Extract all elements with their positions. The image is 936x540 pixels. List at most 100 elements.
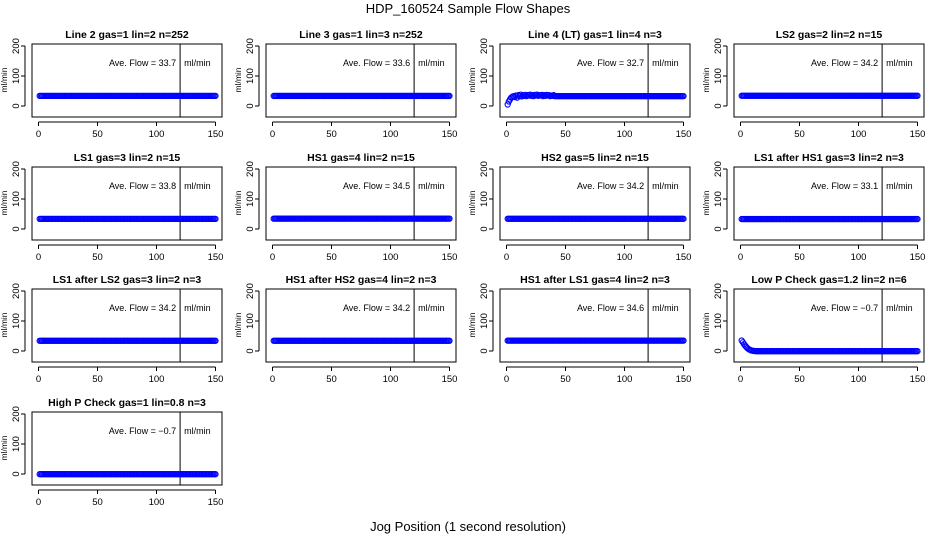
panel-title: Line 4 (LT) gas=1 lin=4 n=3 — [528, 29, 662, 41]
x-tick-label: 50 — [560, 252, 571, 263]
panel-5: LS1 gas=3 lin=2 n=15 0 100 200 ml/min 0 50 100 1… — [0, 152, 223, 263]
y-axis-label: ml/min — [233, 312, 243, 337]
panel-1: Line 2 gas=1 lin=2 n=252 0 100 200 ml/min 0 50… — [0, 29, 223, 140]
ave-flow-annotation: Ave. Flow = 34.2 — [811, 58, 878, 68]
y-tick-label: 200 — [245, 38, 256, 54]
ave-flow-annotation: Ave. Flow = 34.2 — [109, 303, 176, 313]
x-tick-label: 0 — [270, 252, 275, 263]
plot-box — [265, 43, 457, 118]
y-tick-label: 0 — [245, 348, 256, 353]
panel-12: Low P Check gas=1.2 lin=2 n=6 0 100 200 ml/m… — [701, 274, 925, 385]
ave-flow-annotation: Ave. Flow = 34.5 — [343, 181, 410, 191]
plot-box — [499, 43, 691, 118]
panel-9: LS1 after LS2 gas=3 lin=2 n=3 0 100 200 ml/m… — [0, 274, 223, 385]
x-tick-label: 150 — [676, 129, 692, 140]
data-point — [680, 92, 687, 100]
y-axis-label: ml/min — [467, 67, 477, 92]
x-tick-label: 150 — [208, 374, 224, 385]
x-tick-label: 150 — [208, 497, 224, 508]
plot-box — [733, 43, 925, 118]
y-tick-label: 100 — [245, 68, 256, 84]
y-tick-label: 200 — [479, 283, 490, 299]
ave-flow-unit: ml/min — [652, 58, 679, 68]
x-tick-label: 0 — [504, 252, 509, 263]
x-tick-label: 50 — [92, 374, 103, 385]
plot-box — [499, 288, 691, 363]
x-tick-label: 50 — [92, 497, 103, 508]
y-tick-label: 100 — [11, 191, 22, 207]
ave-flow-unit: ml/min — [184, 426, 211, 436]
data-point — [680, 215, 687, 222]
y-tick-label: 0 — [245, 226, 256, 231]
ave-flow-annotation: Ave. Flow = −0.7 — [109, 426, 176, 436]
panel-3: Line 4 (LT) gas=1 lin=4 n=3 0 100 200 ml/min… — [467, 29, 691, 140]
data-point — [914, 92, 921, 99]
panel-title: HS2 gas=5 lin=2 n=15 — [541, 152, 649, 164]
ave-flow-unit: ml/min — [184, 181, 211, 191]
plot-box — [733, 288, 925, 363]
x-tick-label: 150 — [208, 252, 224, 263]
y-tick-label: 0 — [479, 103, 490, 108]
x-tick-label: 100 — [149, 497, 165, 508]
x-tick-label: 100 — [617, 252, 633, 263]
ave-flow-annotation: Ave. Flow = 33.6 — [343, 58, 410, 68]
x-tick-label: 0 — [504, 129, 509, 140]
y-tick-label: 100 — [11, 68, 22, 84]
plot-box — [31, 288, 223, 363]
ave-flow-annotation: Ave. Flow = 33.1 — [811, 181, 878, 191]
y-axis-label: ml/min — [0, 435, 9, 460]
ave-flow-unit: ml/min — [418, 181, 445, 191]
data-point — [914, 215, 921, 223]
y-axis-label: ml/min — [233, 67, 243, 92]
x-tick-label: 50 — [794, 374, 805, 385]
ave-flow-annotation: Ave. Flow = 32.7 — [577, 58, 644, 68]
ave-flow-annotation: Ave. Flow = 34.6 — [577, 303, 644, 313]
x-tick-label: 0 — [36, 252, 41, 263]
data-point — [212, 215, 219, 223]
y-tick-label: 0 — [11, 348, 22, 353]
data-point — [504, 101, 511, 108]
y-tick-label: 200 — [11, 161, 22, 177]
y-tick-label: 100 — [245, 191, 256, 207]
y-tick-label: 0 — [713, 226, 724, 231]
panel-title: HS1 after HS2 gas=4 lin=2 n=3 — [286, 274, 437, 286]
y-tick-label: 200 — [245, 161, 256, 177]
y-tick-label: 100 — [713, 191, 724, 207]
ave-flow-annotation: Ave. Flow = −0.7 — [811, 303, 878, 313]
x-tick-label: 0 — [738, 129, 743, 140]
panel-title: Line 2 gas=1 lin=2 n=252 — [65, 29, 189, 41]
y-tick-label: 200 — [245, 283, 256, 299]
x-tick-label: 50 — [326, 374, 337, 385]
ave-flow-annotation: Ave. Flow = 34.2 — [343, 303, 410, 313]
ave-flow-annotation: Ave. Flow = 34.2 — [577, 181, 644, 191]
y-axis-label: ml/min — [701, 190, 711, 215]
panel-11: HS1 after LS1 gas=4 lin=2 n=3 0 100 200 ml/m… — [467, 274, 691, 385]
x-tick-label: 100 — [851, 252, 867, 263]
plot-box — [733, 166, 925, 241]
ave-flow-unit: ml/min — [418, 303, 445, 313]
x-tick-label: 150 — [910, 252, 926, 263]
y-tick-label: 100 — [11, 436, 22, 452]
panel-8: LS1 after HS1 gas=3 lin=2 n=3 0 100 200 ml/m… — [701, 152, 925, 263]
y-tick-label: 200 — [11, 38, 22, 54]
ave-flow-annotation: Ave. Flow = 33.7 — [109, 58, 176, 68]
plot-box — [31, 411, 223, 486]
y-tick-label: 200 — [713, 38, 724, 54]
data-point — [446, 337, 453, 344]
figure-xlabel: Jog Position (1 second resolution) — [370, 519, 566, 534]
data-point — [914, 348, 921, 355]
ave-flow-unit: ml/min — [184, 303, 211, 313]
panel-title: Line 3 gas=1 lin=3 n=252 — [299, 29, 423, 41]
panel-4: LS2 gas=2 lin=2 n=15 0 100 200 ml/min 0 50 100 1… — [701, 29, 925, 140]
x-tick-label: 100 — [149, 374, 165, 385]
y-axis-label: ml/min — [467, 312, 477, 337]
y-tick-label: 200 — [713, 161, 724, 177]
plot-box — [499, 166, 691, 241]
ave-flow-unit: ml/min — [418, 58, 445, 68]
x-tick-label: 0 — [738, 252, 743, 263]
data-point — [446, 92, 453, 100]
x-tick-label: 0 — [36, 129, 41, 140]
panel-2: Line 3 gas=1 lin=3 n=252 0 100 200 ml/min 0 50… — [233, 29, 457, 140]
x-tick-label: 150 — [910, 374, 926, 385]
